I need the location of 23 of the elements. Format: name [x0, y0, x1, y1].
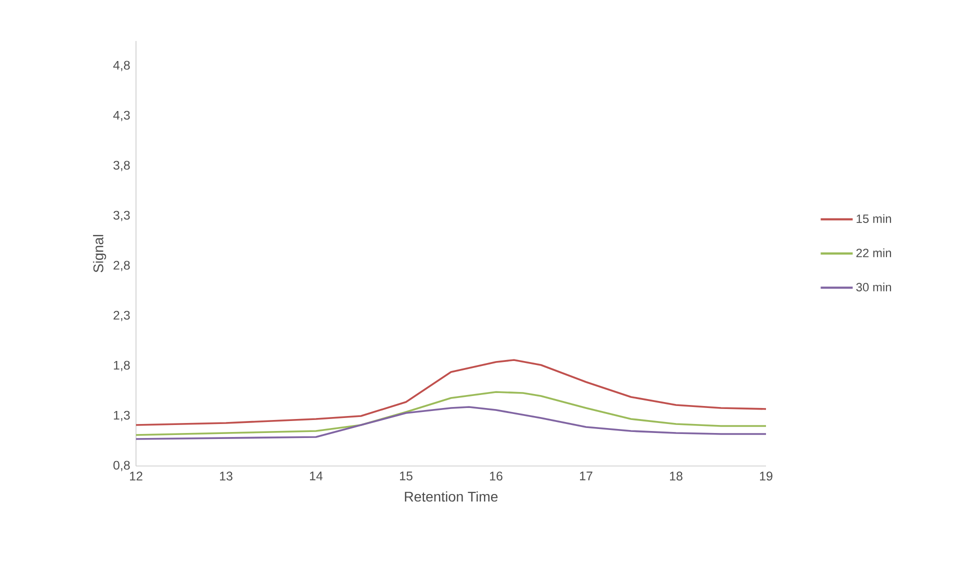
y-tick-label: 0,8	[113, 460, 130, 472]
legend-label: 15 min	[856, 214, 892, 223]
legend-label: 30 min	[856, 282, 892, 292]
x-tick-label: 13	[220, 472, 232, 481]
y-tick-label: 2,3	[114, 310, 130, 322]
x-tick-label: 17	[580, 472, 592, 480]
x-axis-title: Retention Time	[404, 491, 498, 502]
x-tick-label: 19	[760, 472, 772, 481]
y-tick-label: 2,8	[114, 260, 130, 272]
y-tick-label: 4,3	[113, 110, 130, 122]
y-tick-label: 4,8	[113, 60, 130, 72]
legend-label: 22 min	[856, 248, 892, 258]
line-series	[136, 359, 766, 426]
x-tick-label: 14	[310, 472, 323, 480]
x-tick-label: 15	[400, 472, 412, 480]
y-tick-label: 1,3	[114, 410, 130, 422]
x-tick-label: 18	[670, 472, 682, 481]
y-axis-title: Signal	[93, 234, 106, 272]
y-tick-label: 3,3	[113, 210, 130, 222]
y-tick-label: 1,8	[114, 360, 130, 372]
x-tick-label: 12	[130, 472, 142, 480]
y-tick-label: 3,8	[113, 160, 130, 172]
x-tick-label: 16	[490, 472, 502, 481]
